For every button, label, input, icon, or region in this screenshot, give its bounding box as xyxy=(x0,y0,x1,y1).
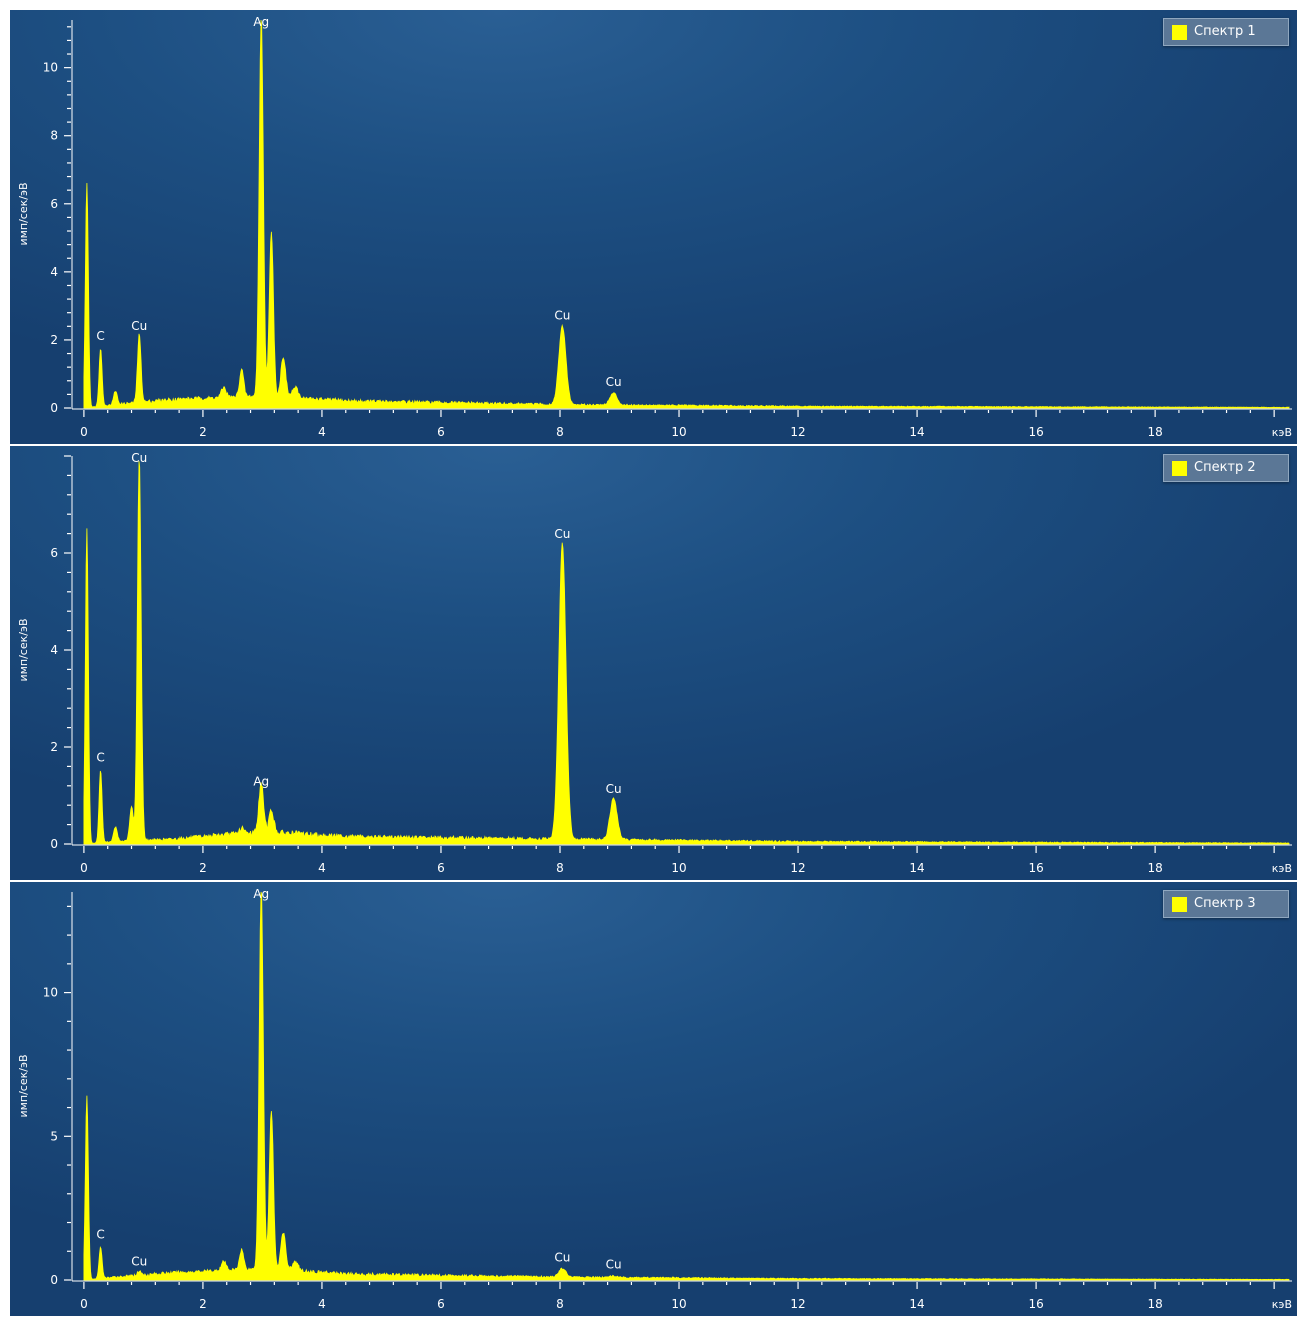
legend-swatch xyxy=(1172,897,1187,912)
x-tick-label: 0 xyxy=(80,861,88,875)
x-tick-label: 18 xyxy=(1147,861,1162,875)
peak-annotation: Cu xyxy=(131,319,147,333)
x-tick-label: 2 xyxy=(199,861,207,875)
peak-annotation: C xyxy=(96,1227,104,1241)
spectrum-chart-2: 0 2 4 6 8 10 12 14 16 18 кэВ 0 2 4 6 имп/сек/эВ Cu C Ag Cu C… xyxy=(17,451,1292,875)
x-axis-label: кэВ xyxy=(1272,426,1292,439)
x-tick-label: 2 xyxy=(199,1297,207,1311)
y-axis-label: имп/сек/эВ xyxy=(17,1054,30,1117)
x-tick-label: 6 xyxy=(437,1297,445,1311)
x-tick-label: 12 xyxy=(790,1297,805,1311)
y-axis-label: имп/сек/эВ xyxy=(17,182,30,245)
y-tick-label: 10 xyxy=(43,61,58,75)
y-tick-label: 8 xyxy=(50,129,58,143)
y-tick-label: 4 xyxy=(50,265,58,279)
x-tick-label: 8 xyxy=(556,1297,564,1311)
spectrum-series xyxy=(83,891,1290,1281)
legend-label: Спектр 1 xyxy=(1194,24,1256,39)
x-tick-label: 6 xyxy=(437,425,445,439)
spectrum-series xyxy=(83,461,1290,845)
spectrum-series xyxy=(83,19,1290,409)
y-tick-label: 6 xyxy=(50,546,58,560)
x-tick-label: 14 xyxy=(909,425,924,439)
x-tick-label: 12 xyxy=(790,425,805,439)
peak-annotation: Ag xyxy=(253,887,269,901)
peak-annotation: Cu xyxy=(606,782,622,796)
y-tick-label: 5 xyxy=(50,1129,58,1143)
y-axis-label: имп/сек/эВ xyxy=(17,618,30,681)
x-tick-label: 6 xyxy=(437,861,445,875)
peak-annotation: Cu xyxy=(131,1255,147,1269)
y-tick-label: 4 xyxy=(50,643,58,657)
y-tick-label: 2 xyxy=(50,740,58,754)
y-tick-label: 10 xyxy=(43,986,58,1000)
y-tick-label: 0 xyxy=(50,1273,58,1287)
y-tick-label: 6 xyxy=(50,197,58,211)
y-tick-label: 2 xyxy=(50,333,58,347)
spectrum-chart-1: 0 2 4 6 8 10 12 14 16 18 кэВ 0 2 4 6 8 10 имп/сек/эВ Ag C Cu… xyxy=(17,15,1292,439)
peak-annotation: Cu xyxy=(131,451,147,465)
legend-box[interactable]: Спектр 2 xyxy=(1163,454,1289,482)
legend-box[interactable]: Спектр 1 xyxy=(1163,18,1289,46)
x-tick-label: 4 xyxy=(318,861,326,875)
peak-annotation: Cu xyxy=(606,375,622,389)
x-tick-label: 10 xyxy=(671,1297,686,1311)
x-tick-label: 18 xyxy=(1147,1297,1162,1311)
x-tick-label: 18 xyxy=(1147,425,1162,439)
x-tick-label: 16 xyxy=(1028,425,1043,439)
peak-annotation: C xyxy=(96,750,104,764)
x-tick-label: 14 xyxy=(909,861,924,875)
x-tick-label: 8 xyxy=(556,425,564,439)
x-tick-label: 12 xyxy=(790,861,805,875)
peak-annotation: C xyxy=(96,329,104,343)
peak-annotation: Ag xyxy=(253,775,269,789)
y-tick-label: 0 xyxy=(50,837,58,851)
peak-annotation: Cu xyxy=(606,1258,622,1272)
x-tick-label: 0 xyxy=(80,425,88,439)
peak-annotation: Cu xyxy=(554,309,570,323)
spectrum-panel-2: 0 2 4 6 8 10 12 14 16 18 кэВ 0 2 4 6 имп/сек/эВ Cu C Ag Cu C… xyxy=(10,446,1297,880)
peak-annotation: Ag xyxy=(253,15,269,29)
legend-box[interactable]: Спектр 3 xyxy=(1163,890,1289,918)
x-axis-label: кэВ xyxy=(1272,862,1292,875)
spectrum-panel-1: 0 2 4 6 8 10 12 14 16 18 кэВ 0 2 4 6 8 10 имп/сек/эВ Ag C Cu… xyxy=(10,10,1297,444)
legend-label: Спектр 3 xyxy=(1194,896,1256,911)
peak-annotation: Cu xyxy=(554,527,570,541)
x-tick-label: 10 xyxy=(671,861,686,875)
x-axis-label: кэВ xyxy=(1272,1298,1292,1311)
peak-annotation: Cu xyxy=(554,1250,570,1264)
x-tick-label: 2 xyxy=(199,425,207,439)
x-tick-label: 14 xyxy=(909,1297,924,1311)
legend-swatch xyxy=(1172,461,1187,476)
y-tick-label: 0 xyxy=(50,401,58,415)
x-tick-label: 16 xyxy=(1028,1297,1043,1311)
spectrum-panel-3: 0 2 4 6 8 10 12 14 16 18 кэВ 0 5 10 имп/сек/эВ Ag C Cu Cu C… xyxy=(10,882,1297,1316)
legend-swatch xyxy=(1172,25,1187,40)
x-tick-label: 8 xyxy=(556,861,564,875)
x-tick-label: 0 xyxy=(80,1297,88,1311)
x-tick-label: 4 xyxy=(318,425,326,439)
spectrum-chart-3: 0 2 4 6 8 10 12 14 16 18 кэВ 0 5 10 имп/сек/эВ Ag C Cu Cu C… xyxy=(17,887,1292,1311)
legend-label: Спектр 2 xyxy=(1194,460,1256,475)
x-tick-label: 16 xyxy=(1028,861,1043,875)
x-tick-label: 10 xyxy=(671,425,686,439)
x-tick-label: 4 xyxy=(318,1297,326,1311)
